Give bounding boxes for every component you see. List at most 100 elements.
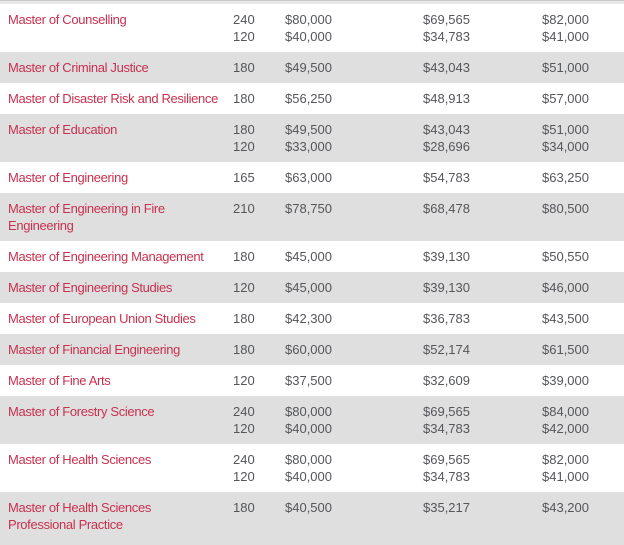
amount3-value: $34,000	[542, 139, 589, 154]
table-row: Master of Fine Arts 120 $37,500 $32,609 $39,…	[0, 365, 624, 396]
amount1-cell: $78,750	[285, 200, 423, 217]
program-link[interactable]: Master of Fine Arts	[8, 373, 111, 388]
amount1-value: $42,300	[285, 311, 332, 326]
amount2-cell: $69,565 $34,783	[423, 403, 542, 437]
program-name-cell: Master of Health Sciences Professional P…	[0, 499, 233, 533]
amount2-value: $69,565	[423, 404, 470, 419]
amount1-cell: $40,500	[285, 499, 423, 516]
amount2-value: $54,783	[423, 170, 470, 185]
points-value: 180	[233, 342, 255, 357]
amount3-value: $84,000	[542, 404, 589, 419]
points-value: 210	[233, 201, 255, 216]
program-link[interactable]: Master of Engineering in Fire Engineerin…	[8, 201, 165, 233]
amount2-cell: $32,609	[423, 372, 542, 389]
amount2-cell: $43,043 $28,696	[423, 121, 542, 155]
amount3-cell: $84,000 $42,000	[542, 403, 624, 437]
program-name-cell: Master of Education	[0, 121, 233, 138]
amount3-cell: $50,550	[542, 248, 624, 265]
program-link[interactable]: Master of Education	[8, 122, 117, 137]
amount1-value: $80,000	[285, 404, 332, 419]
program-link[interactable]: Master of Criminal Justice	[8, 60, 149, 75]
amount3-value: $43,500	[542, 311, 589, 326]
program-link[interactable]: Master of Counselling	[8, 12, 127, 27]
amount1-value: $37,500	[285, 373, 332, 388]
amount2-value: $39,130	[423, 280, 470, 295]
table-row: Master of Health Sciences 240 120 $80,000 $4…	[0, 444, 624, 492]
points-cell: 165	[233, 169, 285, 186]
amount3-cell: $43,500	[542, 310, 624, 327]
program-name-cell: Master of Engineering Management	[0, 248, 233, 265]
amount1-value: $49,500	[285, 60, 332, 75]
amount1-cell: $42,300	[285, 310, 423, 327]
amount1-value: $45,000	[285, 280, 332, 295]
points-value: 180	[233, 60, 255, 75]
amount3-cell: $82,000 $41,000	[542, 451, 624, 485]
program-link[interactable]: Master of Financial Engineering	[8, 342, 180, 357]
points-value: 180	[233, 249, 255, 264]
program-link[interactable]: Master of Health Sciences Professional P…	[8, 500, 151, 532]
program-name-cell: Master of Forestry Science	[0, 403, 233, 420]
program-link[interactable]: Master of Engineering Management	[8, 249, 204, 264]
points-value: 120	[233, 373, 255, 388]
amount3-value: $61,500	[542, 342, 589, 357]
points-cell: 120	[233, 372, 285, 389]
amount2-cell: $69,565 $34,783	[423, 451, 542, 485]
amount1-cell: $56,250	[285, 90, 423, 107]
table-row: Master of Engineering Management 180 $45,0…	[0, 241, 624, 272]
amount2-value: $35,217	[423, 500, 470, 515]
points-value: 120	[233, 280, 255, 295]
amount2-cell: $43,043	[423, 59, 542, 76]
points-value: 240	[233, 452, 255, 467]
points-value: 180	[233, 122, 255, 137]
amount3-value: $43,200	[542, 500, 589, 515]
points-value: 120	[233, 29, 255, 44]
amount1-value: $63,000	[285, 170, 332, 185]
amount1-cell: $49,500 $33,000	[285, 121, 423, 155]
points-cell: 240 120	[233, 11, 285, 45]
points-cell: 240 120	[233, 403, 285, 437]
amount3-value: $39,000	[542, 373, 589, 388]
amount3-value: $63,250	[542, 170, 589, 185]
amount2-value: $34,783	[423, 469, 470, 484]
amount2-cell: $54,783	[423, 169, 542, 186]
amount2-cell: $35,217	[423, 499, 542, 516]
amount3-value: $41,000	[542, 469, 589, 484]
table-row: Master of Engineering 165 $63,000 $54,783 $6…	[0, 162, 624, 193]
amount2-value: $48,913	[423, 91, 470, 106]
program-link[interactable]: Master of European Union Studies	[8, 311, 196, 326]
amount3-value: $57,000	[542, 91, 589, 106]
amount1-cell: $80,000 $40,000	[285, 11, 423, 45]
table-row: Master of Disaster Risk and Resilience 18…	[0, 83, 624, 114]
amount3-cell: $82,000 $41,000	[542, 11, 624, 45]
program-link[interactable]: Master of Health Sciences	[8, 452, 151, 467]
points-value: 240	[233, 12, 255, 27]
amount3-value: $46,000	[542, 280, 589, 295]
programs-fees-table: Master of Counselling 240 120 $80,000 $40,00…	[0, 4, 624, 545]
program-link[interactable]: Master of Disaster Risk and Resilience	[8, 91, 218, 106]
amount3-cell: $43,200	[542, 499, 624, 516]
amount3-value: $51,000	[542, 122, 589, 137]
table-row: Master of Counselling 240 120 $80,000 $40,00…	[0, 4, 624, 52]
points-cell: 210	[233, 200, 285, 217]
program-link[interactable]: Master of Engineering	[8, 170, 128, 185]
amount3-cell: $51,000	[542, 59, 624, 76]
amount2-cell: $39,130	[423, 279, 542, 296]
program-link[interactable]: Master of Engineering Studies	[8, 280, 173, 295]
amount2-value: $43,043	[423, 60, 470, 75]
table-row: Master of Financial Engineering 180 $60,00…	[0, 334, 624, 365]
amount2-value: $69,565	[423, 12, 470, 27]
amount2-cell: $68,478	[423, 200, 542, 217]
amount2-cell: $39,130	[423, 248, 542, 265]
points-value: 180	[233, 500, 255, 515]
points-cell: 180	[233, 310, 285, 327]
amount2-cell: $36,783	[423, 310, 542, 327]
amount1-value: $40,000	[285, 469, 332, 484]
amount1-value: $80,000	[285, 452, 332, 467]
amount1-value: $40,500	[285, 500, 332, 515]
amount3-cell: $39,000	[542, 372, 624, 389]
program-link[interactable]: Master of Forestry Science	[8, 404, 155, 419]
amount3-cell: $63,250	[542, 169, 624, 186]
program-name-cell: Master of Engineering in Fire Engineerin…	[0, 200, 233, 234]
amount1-value: $56,250	[285, 91, 332, 106]
amount1-value: $60,000	[285, 342, 332, 357]
